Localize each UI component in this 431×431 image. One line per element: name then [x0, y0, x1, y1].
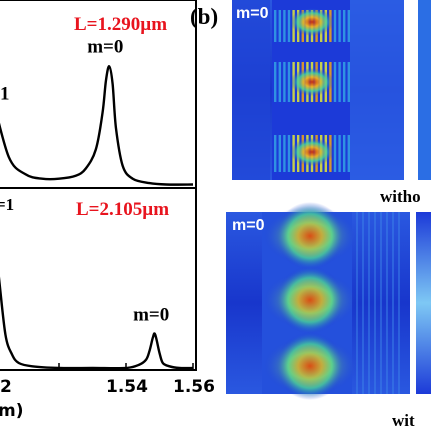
bottom-length-annotation: L=2.105µm: [76, 199, 169, 220]
field-map-bottom-caption: wit: [392, 411, 415, 430]
x-axis-label: m): [0, 401, 23, 421]
x-tick-label: 1.56: [173, 377, 215, 397]
peak-label: m=0: [133, 304, 169, 325]
x-tick-label: 1.54: [106, 377, 148, 397]
x-axis-ticks: 2 1.54 1.56: [0, 363, 215, 397]
panel-b-label: (b): [190, 4, 218, 29]
panel-a: L=1.290µm 1 m=0 =1 L=2.105µm m=0 2 1.54 1.5…: [0, 0, 215, 421]
x-tick-label: 2: [0, 377, 12, 397]
peak-label: 1: [0, 84, 10, 105]
field-map-top-caption: witho: [380, 187, 421, 206]
bottom-corner-label: =1: [0, 195, 14, 214]
field-map-top: [232, 0, 431, 180]
field-map-top-label: m=0: [236, 5, 269, 22]
bottom-spectrum-line: [0, 276, 194, 370]
panel-b: (b) m=0 witho m=0 wit: [190, 0, 431, 430]
field-map-bottom: [226, 202, 431, 400]
field-map-bottom-label: m=0: [232, 217, 265, 234]
bottom-plot-frame: [0, 187, 197, 371]
bottom-peak-labels: m=0: [133, 304, 169, 325]
top-length-annotation: L=1.290µm: [74, 14, 167, 35]
top-peak-labels: 1 m=0: [0, 36, 123, 104]
top-spectrum-line: [0, 65, 194, 186]
peak-label: m=0: [87, 36, 123, 57]
